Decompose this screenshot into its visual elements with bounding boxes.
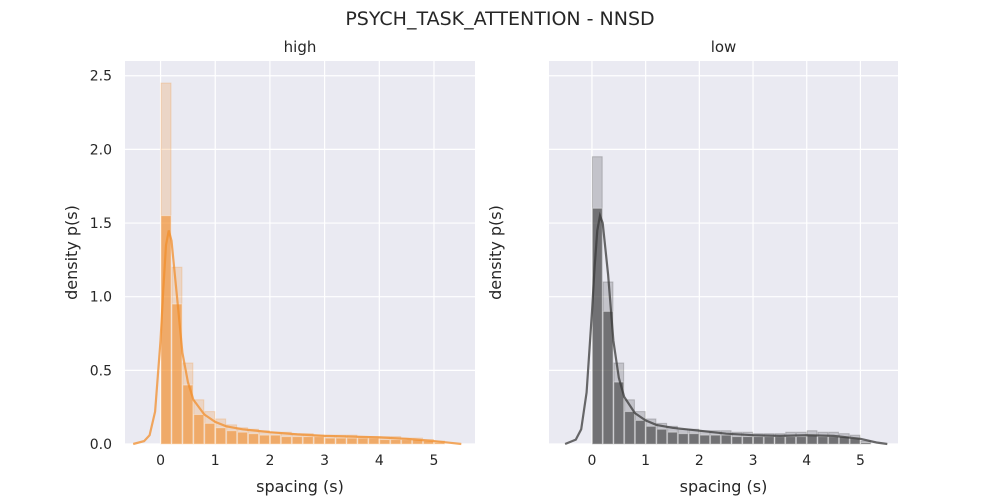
x-ticks-high: 0 1 2 3 4 5	[156, 453, 438, 469]
histogram-bar	[742, 436, 754, 445]
x-tick-label: 5	[430, 453, 439, 469]
x-tick-label: 3	[320, 453, 329, 469]
y-axis-label-low: density p(s)	[486, 205, 505, 300]
panel-high: 0 1 2 3 4 5 0.0 0.5 1.0 1.5 2.0 2.5 high spacing (…	[62, 38, 475, 496]
x-tick-label: 1	[211, 453, 220, 469]
y-tick-label: 1.5	[90, 216, 112, 232]
x-tick-label: 2	[265, 453, 274, 469]
x-axis-label-low: spacing (s)	[680, 477, 768, 496]
x-tick-label: 0	[156, 453, 165, 469]
histogram-bar	[602, 310, 614, 445]
histogram-bar	[720, 434, 732, 445]
histogram-bar	[269, 434, 281, 445]
y-tick-label: 0.5	[90, 363, 112, 379]
histogram-bar	[774, 436, 786, 445]
x-axis-label-high: spacing (s)	[256, 477, 344, 496]
grid-low	[549, 61, 898, 445]
panel-title-low: low	[711, 38, 737, 56]
histogram-bar	[667, 431, 678, 445]
histogram-bar	[677, 433, 689, 445]
x-tick-label: 1	[641, 453, 650, 469]
histogram-bar	[258, 434, 270, 445]
histogram-bar	[828, 436, 839, 445]
histogram-bar	[817, 436, 829, 445]
histogram-bar	[656, 428, 668, 445]
y-ticks-high: 0.0 0.5 1.0 1.5 2.0 2.5	[90, 69, 112, 453]
histogram-bar	[401, 439, 413, 445]
panel-title-high: high	[284, 38, 317, 56]
x-tick-label: 3	[749, 453, 758, 469]
histogram-bar	[710, 434, 721, 445]
histogram-bar	[226, 430, 238, 445]
figure-title: PSYCH_TASK_ATTENTION - NNSD	[345, 8, 654, 30]
histogram-bar	[237, 431, 249, 445]
y-tick-label: 0.0	[90, 437, 112, 453]
histogram-bar	[368, 437, 380, 445]
histogram-bar	[753, 436, 764, 445]
histogram-bar	[302, 436, 314, 445]
histogram-bar	[624, 411, 635, 445]
histogram-bar	[763, 436, 775, 445]
histogram-bar	[346, 437, 358, 445]
histogram-low	[591, 156, 872, 445]
x-ticks-low: 0 1 2 3 4 5	[587, 453, 864, 469]
histogram-bar	[313, 436, 325, 445]
histogram-bar	[357, 437, 369, 445]
y-tick-label: 2.0	[90, 142, 112, 158]
histogram-bar	[645, 425, 657, 445]
x-tick-label: 4	[375, 453, 384, 469]
histogram-bar	[795, 436, 807, 445]
histogram-bar	[860, 442, 872, 445]
histogram-bar	[688, 433, 700, 445]
grid-high	[125, 61, 475, 445]
y-tick-label: 2.5	[90, 69, 112, 85]
kde-line	[132, 230, 462, 446]
histogram-bar	[591, 207, 603, 445]
x-tick-label: 5	[856, 453, 865, 469]
histogram-bar	[379, 439, 391, 445]
histogram-bar	[699, 434, 711, 445]
histogram-bar	[731, 436, 743, 445]
histogram-bar	[248, 433, 259, 445]
histogram-bar	[215, 427, 227, 445]
x-tick-label: 4	[802, 453, 811, 469]
histogram-bar	[785, 436, 796, 445]
panel-low: 0 1 2 3 4 5 low spacing (s) density p(s)	[486, 38, 898, 496]
histogram-bar	[390, 439, 402, 445]
histogram-bar	[193, 414, 205, 445]
histogram-bar	[335, 437, 347, 445]
histogram-bar	[613, 381, 625, 445]
histogram-bar	[280, 436, 292, 445]
histogram-bar	[291, 436, 303, 445]
kde-curve-low	[564, 211, 888, 446]
kde-line	[564, 211, 888, 446]
histogram-high	[160, 82, 445, 445]
kde-curve-high	[132, 230, 462, 446]
histogram-bar	[634, 419, 646, 445]
y-tick-label: 1.0	[90, 290, 112, 306]
plot-area-high	[125, 61, 475, 444]
histogram-bar	[204, 422, 216, 445]
histogram-bar	[324, 437, 336, 445]
x-tick-label: 2	[695, 453, 704, 469]
x-tick-label: 0	[587, 453, 596, 469]
y-axis-label-high: density p(s)	[62, 205, 81, 300]
